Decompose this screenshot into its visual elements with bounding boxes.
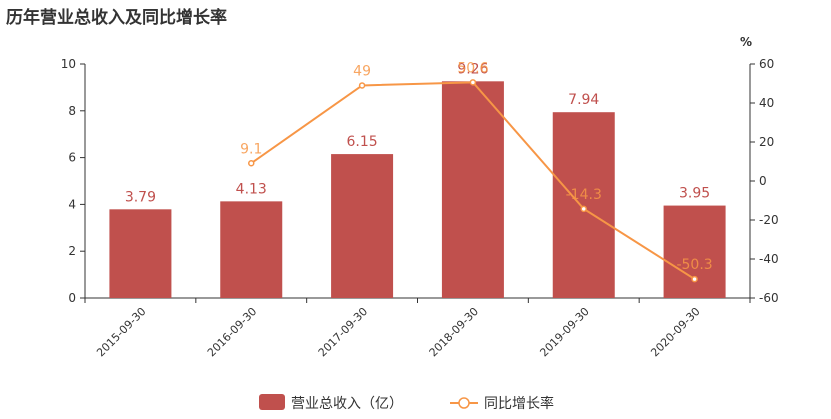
y-left-tick-label: 0 — [68, 291, 76, 305]
growth-point[interactable] — [469, 79, 477, 86]
growth-point[interactable] — [691, 275, 698, 283]
legend-swatch-marker — [458, 397, 470, 409]
y-right-tick-label: 0 — [759, 174, 767, 188]
y-right-tick-label: 20 — [759, 135, 774, 149]
y-right-tick-label: 60 — [759, 57, 774, 71]
x-tick-label: 2019-09-30 — [537, 305, 591, 359]
growth-value-label: -50.3 — [676, 257, 712, 273]
y-right-tick-label: -40 — [759, 252, 779, 266]
bar[interactable] — [331, 154, 394, 298]
growth-value-label: 49 — [353, 63, 371, 79]
x-tick-label: 2020-09-30 — [648, 305, 702, 359]
bars — [109, 81, 726, 298]
y-left-tick-label: 2 — [68, 244, 76, 258]
bar-value-label: 6.15 — [346, 134, 377, 150]
y-right-tick-label: -20 — [759, 213, 779, 227]
legend[interactable]: 营业总收入（亿） 同比增长率 — [259, 394, 554, 412]
x-tick-label: 2016-09-30 — [205, 305, 259, 359]
legend-item-revenue[interactable]: 营业总收入（亿） — [259, 394, 403, 412]
bar-value-label: 9.26 — [457, 61, 488, 77]
bar-value-label: 3.95 — [679, 186, 710, 202]
y-left-tick-label: 4 — [68, 197, 76, 211]
bar-value-label: 4.13 — [236, 181, 267, 197]
legend-swatch-bar — [259, 394, 285, 410]
y-left-tick-label: 6 — [68, 151, 76, 165]
growth-point[interactable] — [248, 160, 255, 167]
y-left-tick-label: 10 — [61, 57, 76, 71]
legend-label-growth: 同比增长率 — [484, 395, 554, 412]
bar[interactable] — [220, 201, 283, 298]
x-tick-label: 2018-09-30 — [427, 305, 481, 359]
y-right-unit: % — [740, 35, 752, 49]
growth-line — [248, 79, 698, 283]
bar[interactable] — [109, 209, 172, 298]
x-tick-label: 2017-09-30 — [316, 305, 370, 359]
growth-point[interactable] — [358, 82, 366, 89]
bar[interactable] — [663, 205, 726, 298]
bar[interactable] — [552, 112, 615, 298]
y-right-tick-label: -60 — [759, 291, 779, 305]
growth-point[interactable] — [580, 205, 587, 213]
bar-value-label: 3.79 — [125, 189, 156, 205]
bar-value-label: 7.94 — [568, 92, 599, 108]
bar[interactable] — [441, 81, 504, 298]
growth-value-label: 9.1 — [240, 141, 262, 157]
data-labels: 3.79 4.13 6.15 9.26 7.94 3.95 9.1 49 50.6 -14.3 -5… — [125, 60, 713, 273]
growth-value-label: -14.3 — [566, 187, 602, 203]
y-right-tick-label: 40 — [759, 96, 774, 110]
chart-title: 历年营业总收入及同比增长率 — [6, 8, 227, 28]
legend-label-revenue: 营业总收入（亿） — [291, 396, 403, 412]
x-tick-label: 2015-09-30 — [94, 305, 148, 359]
y-left-tick-label: 8 — [68, 104, 76, 118]
legend-item-growth[interactable]: 同比增长率 — [450, 395, 554, 412]
growth-value-label: 50.6 — [457, 60, 488, 76]
